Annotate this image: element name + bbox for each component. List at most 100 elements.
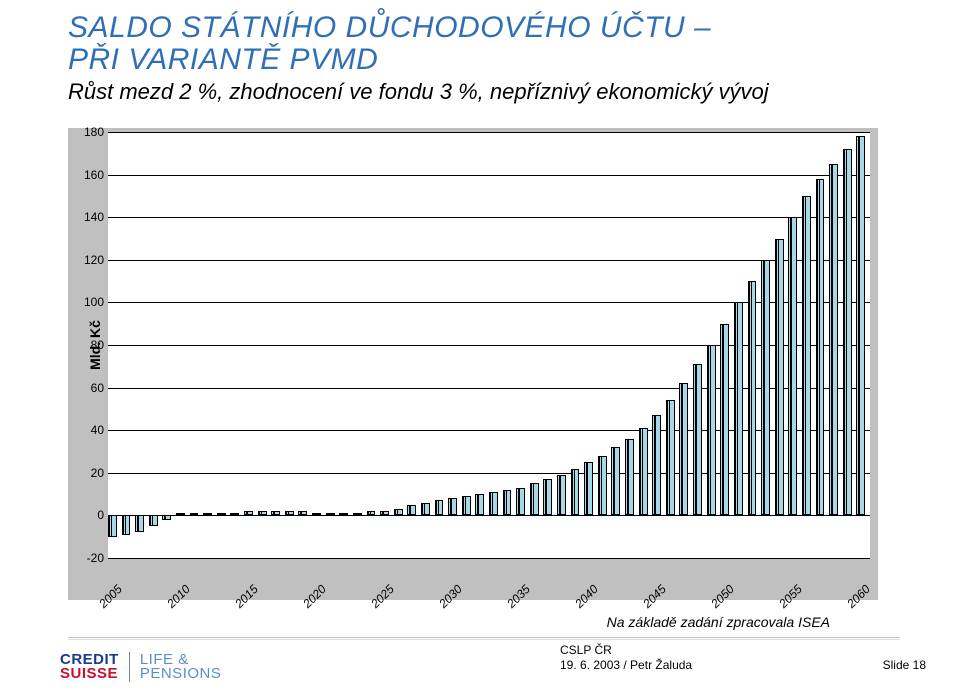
- footer-divider: [68, 637, 900, 638]
- y-tick-label: 160: [74, 168, 104, 182]
- bar: [764, 260, 770, 516]
- bar: [274, 511, 280, 515]
- gridline: [108, 260, 870, 261]
- y-tick-label: 80: [74, 338, 104, 352]
- bar: [560, 475, 566, 515]
- bar-chart: Mld. Kč -2002040608010012014016018020052…: [68, 128, 878, 600]
- footer-divider-shadow: [68, 639, 900, 640]
- x-tick-label: 2035: [504, 582, 533, 611]
- bar: [778, 239, 784, 516]
- logo-pensions: PENSIONS: [140, 667, 222, 681]
- plot-area: Mld. Kč -2002040608010012014016018020052…: [108, 132, 870, 558]
- y-tick-label: 120: [74, 253, 104, 267]
- x-tick-label: 2020: [300, 582, 329, 611]
- logo-suisse: SUISSE: [60, 667, 119, 681]
- bar: [832, 164, 838, 515]
- y-tick-label: 40: [74, 423, 104, 437]
- bar: [546, 479, 552, 515]
- bar: [506, 490, 512, 516]
- y-tick-label: 180: [74, 125, 104, 139]
- bar: [397, 509, 403, 515]
- bar: [125, 515, 131, 534]
- bar: [410, 505, 416, 516]
- footer-org: CSLP ČR: [560, 643, 692, 659]
- y-tick-label: 60: [74, 381, 104, 395]
- gridline: [108, 558, 870, 559]
- chart-footnote: Na základě zadání zpracovala ISEA: [607, 614, 830, 630]
- x-tick-label: 2025: [368, 582, 397, 611]
- bar: [859, 136, 865, 515]
- x-tick-label: 2040: [572, 582, 601, 611]
- bar: [751, 281, 757, 515]
- y-tick-label: 140: [74, 210, 104, 224]
- bar: [846, 149, 852, 515]
- gridline: [108, 217, 870, 218]
- bar: [478, 494, 484, 515]
- gridline: [108, 132, 870, 133]
- bar: [179, 513, 185, 515]
- slide-number: Slide 18: [883, 658, 926, 672]
- gridline: [108, 175, 870, 176]
- bar: [669, 400, 675, 515]
- bar: [819, 179, 825, 516]
- page-title-line1: SALDO STÁTNÍHO DŮCHODOVÉHO ÚČTU –: [68, 12, 960, 44]
- bar: [492, 492, 498, 515]
- bar: [737, 302, 743, 515]
- footer-date-author: 19. 6. 2003 / Petr Žaluda: [560, 658, 692, 674]
- subtitle: Růst mezd 2 %, zhodnocení ve fondu 3 %, …: [68, 79, 960, 105]
- credit-suisse-logo: CREDIT SUISSE: [60, 653, 119, 682]
- bar: [465, 496, 471, 515]
- bar: [696, 364, 702, 515]
- x-tick-label: 2060: [844, 582, 873, 611]
- bar: [152, 515, 158, 526]
- bar: [438, 500, 444, 515]
- page-title-line2: PŘI VARIANTĚ PVMD: [68, 44, 960, 76]
- x-tick-label: 2055: [776, 582, 805, 611]
- bar: [247, 511, 253, 515]
- bar: [220, 513, 226, 515]
- bar: [111, 515, 117, 536]
- x-tick-label: 2030: [436, 582, 465, 611]
- bar: [138, 515, 144, 532]
- bar: [342, 513, 348, 515]
- bar: [424, 503, 430, 516]
- y-tick-label: -20: [74, 551, 104, 565]
- bar: [288, 511, 294, 515]
- bar: [329, 513, 335, 515]
- footer-meta: CSLP ČR 19. 6. 2003 / Petr Žaluda: [560, 643, 692, 674]
- bar: [791, 217, 797, 515]
- bar: [710, 345, 716, 515]
- x-tick-label: 2015: [232, 582, 261, 611]
- bar: [655, 415, 661, 515]
- bar: [451, 498, 457, 515]
- bar: [370, 511, 376, 515]
- brand-logo: CREDIT SUISSE LIFE & PENSIONS: [60, 652, 221, 682]
- bar: [642, 428, 648, 515]
- bar: [805, 196, 811, 516]
- logo-separator: [129, 652, 130, 682]
- bar: [723, 324, 729, 516]
- x-tick-label: 2010: [164, 582, 193, 611]
- bar: [533, 483, 539, 515]
- y-tick-label: 20: [74, 466, 104, 480]
- bar: [301, 511, 307, 515]
- bar: [261, 511, 267, 515]
- bar: [206, 513, 212, 515]
- bar: [315, 513, 321, 515]
- bar: [383, 511, 389, 515]
- bar: [587, 462, 593, 515]
- bar: [356, 513, 362, 515]
- bar: [601, 456, 607, 516]
- x-tick-label: 2050: [708, 582, 737, 611]
- bar: [574, 469, 580, 516]
- bar: [682, 383, 688, 515]
- x-tick-label: 2045: [640, 582, 669, 611]
- bar: [628, 439, 634, 516]
- y-tick-label: 0: [74, 508, 104, 522]
- bar: [614, 447, 620, 515]
- bar: [165, 515, 171, 519]
- life-pensions-logo: LIFE & PENSIONS: [140, 653, 222, 682]
- bar: [193, 513, 199, 515]
- gridline: [108, 515, 870, 516]
- y-tick-label: 100: [74, 295, 104, 309]
